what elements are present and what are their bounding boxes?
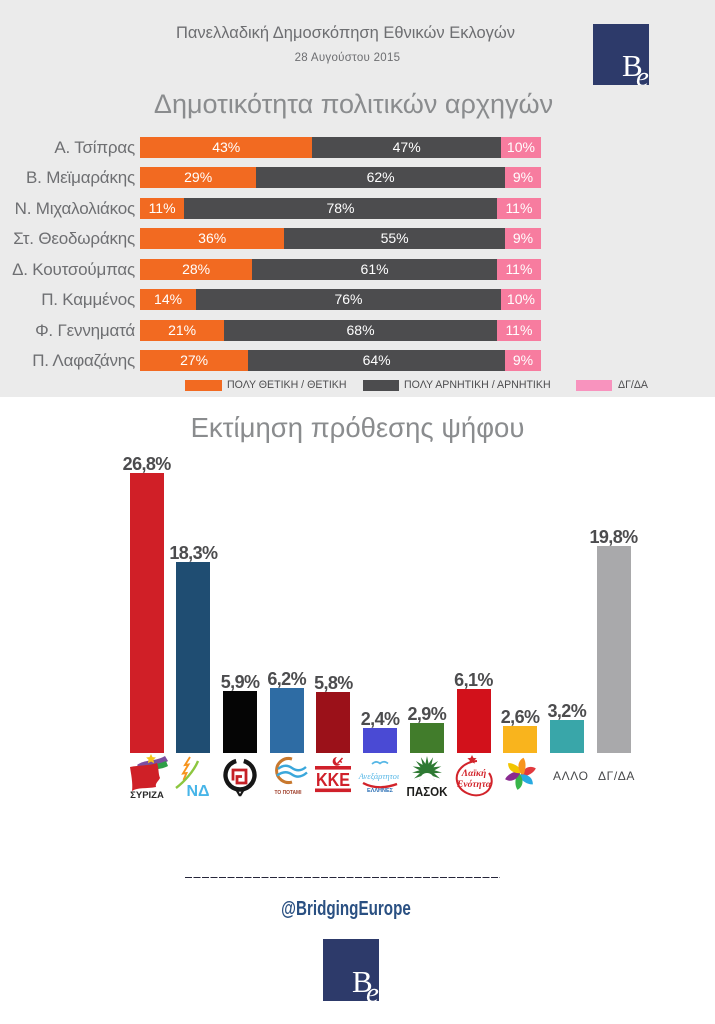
svg-text:ΤΟ ΠΟΤΑΜΙ: ΤΟ ΠΟΤΑΜΙ: [274, 790, 302, 796]
svg-text:Ενότητα: Ενότητα: [456, 779, 492, 790]
svg-text:ΕΛΛΗΝΕΣ: ΕΛΛΗΝΕΣ: [367, 788, 394, 794]
svg-text:ΚΚΕ: ΚΚΕ: [316, 770, 350, 790]
svg-text:ΠΑΣΟΚ: ΠΑΣΟΚ: [406, 785, 447, 799]
svg-text:ΝΔ: ΝΔ: [187, 783, 210, 800]
svg-text:ΣΥΡΙΖΑ: ΣΥΡΙΖΑ: [130, 790, 164, 800]
svg-text:Λαϊκή: Λαϊκή: [460, 768, 485, 779]
svg-text:Ανεξάρτητοι: Ανεξάρτητοι: [358, 771, 400, 781]
